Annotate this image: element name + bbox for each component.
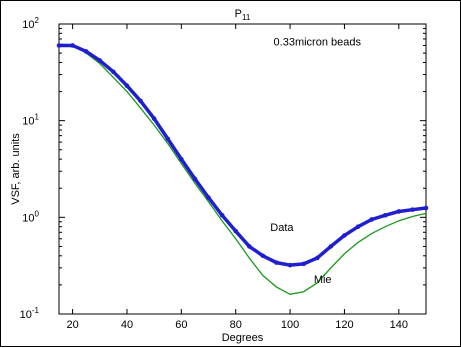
data-point-data	[124, 83, 130, 88]
data-point-data	[219, 212, 225, 218]
data-point-data	[369, 217, 374, 222]
data-point-data	[70, 43, 75, 48]
x-axis: 20 40 60 80 100 120 140	[66, 24, 408, 331]
data-point-data	[342, 233, 347, 238]
x-tick-label: 20	[66, 319, 78, 331]
data-point-data	[179, 156, 184, 162]
annotation: 0.33micron beads	[274, 36, 362, 48]
series-line-mie	[58, 43, 427, 295]
data-point-data	[287, 262, 293, 268]
data-point-data	[165, 136, 171, 142]
data-point-data	[314, 255, 320, 261]
x-tick-label: 120	[335, 319, 353, 331]
y-tick-label: 102	[22, 16, 39, 31]
annotations: 0.33micron beads Data Mie	[270, 36, 361, 285]
data-point-data	[56, 43, 62, 48]
data-point-data	[233, 228, 239, 234]
plot-area	[58, 23, 427, 315]
y-axis: 10-1 100 101 102	[20, 16, 426, 321]
data-point-data	[355, 224, 361, 230]
series-layer	[56, 43, 429, 295]
series-line-data	[59, 43, 427, 267]
data-point-data	[301, 261, 306, 267]
data-point-data	[206, 195, 211, 200]
data-point-data	[382, 212, 388, 218]
y-tick-label: 100	[22, 209, 39, 224]
data-point-data	[328, 244, 334, 249]
data-point-data	[151, 116, 157, 121]
x-tick-label: 80	[230, 319, 242, 331]
annotation: Mie	[314, 274, 332, 286]
y-tick-label: 101	[22, 113, 39, 128]
data-point-data	[260, 253, 266, 259]
annotation: Data	[270, 222, 294, 234]
data-point-data	[410, 207, 415, 212]
y-axis-label: VSF, arb. units	[10, 133, 22, 205]
data-point-data	[111, 69, 116, 75]
data-point-data	[83, 49, 89, 54]
data-point-data	[423, 205, 429, 211]
x-tick-label: 140	[390, 319, 408, 331]
data-point-data	[138, 98, 143, 104]
x-tick-label: 60	[175, 319, 187, 331]
data-point-data	[396, 209, 402, 214]
data-point-data	[246, 244, 252, 249]
chart-title: P11	[235, 8, 251, 22]
x-tick-label: 100	[281, 319, 299, 331]
data-point-data	[97, 58, 103, 63]
data-point-data	[274, 260, 279, 265]
x-axis-label: Degrees	[222, 332, 264, 344]
data-point-data	[192, 176, 198, 182]
y-tick-label: 10-1	[20, 306, 40, 321]
x-tick-label: 40	[121, 319, 133, 331]
